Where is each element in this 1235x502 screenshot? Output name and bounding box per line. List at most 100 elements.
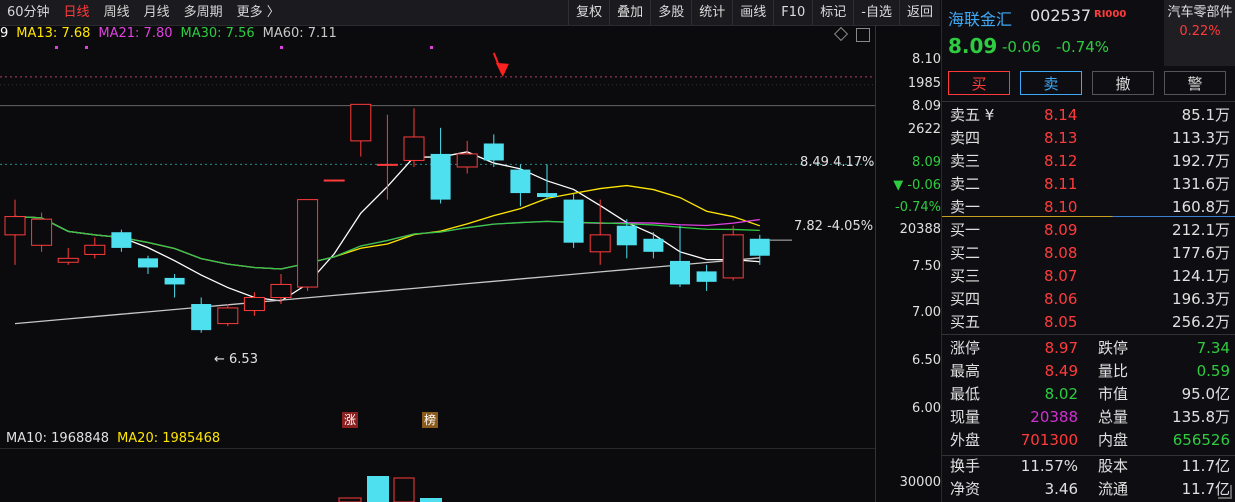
candlestick-chart[interactable] (0, 43, 875, 428)
candle-body (270, 283, 292, 298)
candle-body (563, 199, 584, 243)
candle[interactable] (31, 212, 53, 252)
overlay-button[interactable]: 叠加 (609, 0, 650, 25)
ask-row[interactable]: 卖三 8.12 192.7万 (942, 150, 1235, 172)
resize-grip-icon[interactable] (1218, 485, 1232, 499)
sector-box[interactable]: 汽车零部件 0.22% (1164, 0, 1235, 66)
candle[interactable] (138, 255, 158, 274)
candle[interactable] (403, 108, 425, 167)
tag-zhang[interactable]: 涨 (342, 412, 358, 428)
diamond-icon[interactable] (833, 26, 849, 42)
cancel-order-button[interactable]: 撤 (1092, 71, 1154, 95)
volume-bar (338, 497, 362, 502)
stat-label: 最高 (950, 362, 981, 380)
stat-value: 11.57% (1020, 457, 1078, 475)
volume-chart[interactable] (0, 448, 875, 502)
candle[interactable] (323, 179, 345, 182)
buy-button[interactable]: 买 (948, 71, 1010, 95)
ref-price-label: 7.82 -4.05% (794, 219, 874, 234)
period-tabs: 60分钟 日线 周线 月线 多周期 更多 〉 (0, 0, 287, 25)
candle[interactable] (456, 140, 478, 174)
candle[interactable] (4, 199, 26, 265)
divider (942, 455, 1235, 456)
candle[interactable] (57, 247, 79, 265)
axis-top-vol: 1985 (907, 76, 941, 91)
price-change: -0.06 (1002, 38, 1041, 56)
candle[interactable] (376, 114, 398, 200)
candle[interactable] (243, 292, 265, 316)
stat-label: 现量 (950, 408, 981, 426)
tab-multi-period[interactable]: 多周期 (183, 5, 223, 20)
tab-daily[interactable]: 日线 (63, 5, 90, 20)
bid-volume: 256.2万 (1172, 313, 1230, 331)
stat-value: 11.7亿 (1181, 457, 1230, 475)
alert-button[interactable]: 警 (1164, 71, 1226, 95)
stat-value: 8.97 (1044, 339, 1078, 357)
tab-60min[interactable]: 60分钟 (7, 5, 50, 20)
statistics-button[interactable]: 统计 (691, 0, 732, 25)
mark-button[interactable]: 标记 (812, 0, 853, 25)
ask-row[interactable]: 卖四 8.13 113.3万 (942, 127, 1235, 149)
remove-watchlist-button[interactable]: -自选 (853, 0, 899, 25)
candle[interactable] (297, 199, 319, 291)
candle[interactable] (749, 234, 770, 265)
candle[interactable] (722, 225, 744, 281)
candle[interactable] (537, 164, 557, 200)
bid-row[interactable]: 买二 8.08 177.6万 (942, 242, 1235, 264)
candle[interactable] (111, 229, 132, 252)
stat-row: 最低 8.02 市值 95.0亿 (942, 383, 1235, 405)
axis-vol-now: 20388 (899, 222, 941, 237)
sell-button[interactable]: 卖 (1020, 71, 1082, 95)
stat-value: 7.34 (1196, 339, 1230, 357)
ma13-label: MA13: 7.68 (16, 26, 91, 41)
candle-body (510, 169, 531, 194)
candle[interactable] (670, 225, 690, 288)
candle[interactable] (483, 134, 504, 167)
candle[interactable] (350, 103, 372, 157)
bid-row[interactable]: 买一 8.09 212.1万 (942, 219, 1235, 241)
volume-bar (367, 476, 389, 502)
stat-label: 换手 (950, 457, 981, 475)
candle[interactable] (270, 274, 292, 305)
stat-row: 净资 3.46 流通 11.7亿 (942, 478, 1235, 500)
candle[interactable] (616, 219, 637, 259)
ask-price: 8.12 (1044, 152, 1078, 170)
bid-row[interactable]: 买三 8.07 124.1万 (942, 265, 1235, 287)
stat-value: 656526 (1172, 431, 1230, 449)
candle[interactable] (84, 237, 106, 259)
draw-line-button[interactable]: 画线 (732, 0, 773, 25)
candle-body (643, 238, 664, 252)
tab-weekly[interactable]: 周线 (103, 5, 130, 20)
adjust-button[interactable]: 复权 (568, 0, 609, 25)
stat-row: 换手 11.57% 股本 11.7亿 (942, 455, 1235, 477)
bid-row[interactable]: 买五 8.05 256.2万 (942, 311, 1235, 333)
ask-row[interactable]: 卖五 ¥ 8.14 85.1万 (942, 104, 1235, 126)
candle[interactable] (217, 304, 239, 327)
ask-row[interactable]: 卖二 8.11 131.6万 (942, 173, 1235, 195)
candle[interactable] (164, 274, 185, 298)
candle[interactable] (510, 164, 531, 207)
stat-label: 净资 (950, 480, 981, 498)
candle[interactable] (191, 297, 212, 333)
candle[interactable] (430, 127, 451, 204)
candle[interactable] (589, 199, 611, 265)
candle-body (243, 296, 265, 312)
tag-bang[interactable]: 榜 (422, 412, 438, 428)
ask-volume: 113.3万 (1172, 129, 1230, 147)
f10-button[interactable]: F10 (773, 0, 812, 25)
tab-more[interactable]: 更多 〉 (236, 5, 280, 20)
ask-row[interactable]: 卖一 8.10 160.8万 (942, 196, 1235, 218)
tab-monthly[interactable]: 月线 (143, 5, 170, 20)
bid-row[interactable]: 买四 8.06 196.3万 (942, 288, 1235, 310)
multi-stock-button[interactable]: 多股 (650, 0, 691, 25)
candle[interactable] (696, 264, 717, 291)
chart-toolbar: 60分钟 日线 周线 月线 多周期 更多 〉 复权 叠加 多股 统计 画线 F1… (0, 0, 940, 26)
candle[interactable] (643, 232, 664, 259)
stat-value: 20388 (1030, 408, 1078, 426)
window-toggle-icon[interactable] (856, 28, 870, 42)
candle[interactable] (563, 193, 584, 248)
candle-body (164, 277, 185, 285)
stat-label: 股本 (1098, 457, 1129, 475)
signal-dot (55, 46, 58, 49)
back-button[interactable]: 返回 (898, 0, 940, 25)
